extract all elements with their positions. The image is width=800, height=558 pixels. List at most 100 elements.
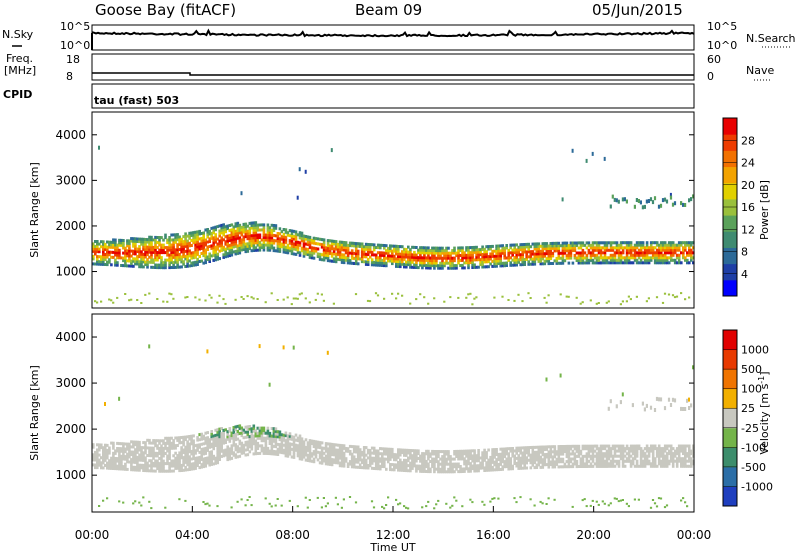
heat-cell xyxy=(461,246,464,249)
power-ylabel: Slant Range [km] xyxy=(28,162,41,258)
heat-cell xyxy=(568,296,570,298)
heat-cell xyxy=(670,196,672,200)
heat-cell xyxy=(481,501,483,503)
heat-cell xyxy=(630,298,632,300)
heat-cell xyxy=(546,302,548,304)
heat-cell xyxy=(650,507,652,509)
heat-cell xyxy=(586,505,588,507)
heat-cell xyxy=(323,241,326,244)
heat-cell xyxy=(202,232,205,235)
heat-cell xyxy=(275,427,278,430)
heat-cell xyxy=(576,460,579,463)
heat-cell xyxy=(279,431,282,434)
nave-tick-bottom: 0 xyxy=(707,70,714,83)
heat-cell xyxy=(554,445,557,448)
colorbar-swatch xyxy=(723,428,737,448)
heat-cell xyxy=(164,234,167,237)
heat-cell xyxy=(231,457,234,460)
ytick-label: 4000 xyxy=(55,330,86,344)
heat-cell xyxy=(485,451,488,454)
velocity-ylabel: Slant Range [km] xyxy=(28,365,41,461)
heat-cell xyxy=(214,233,217,236)
heat-cell xyxy=(401,295,403,297)
heat-cell xyxy=(397,293,399,295)
heat-cell xyxy=(642,205,644,209)
beam-label: Beam 09 xyxy=(355,1,422,19)
heat-cell xyxy=(445,503,447,505)
heat-cell xyxy=(684,447,687,450)
heat-cell xyxy=(515,264,518,267)
heat-cell xyxy=(664,198,666,202)
heat-cell xyxy=(656,296,658,298)
heat-cell xyxy=(259,249,262,252)
heat-cell xyxy=(100,301,102,303)
heat-cell xyxy=(443,301,445,303)
heat-cell xyxy=(305,170,307,174)
colorbar-tick: 12 xyxy=(741,223,755,236)
heat-cell xyxy=(355,293,357,295)
heat-cell xyxy=(620,303,622,305)
power-colorbar-label: Power [dB] xyxy=(758,180,771,240)
heat-cell xyxy=(473,449,476,452)
heat-cell xyxy=(148,344,150,348)
heat-cell xyxy=(688,297,690,299)
heat-cell xyxy=(259,344,261,348)
heat-cell xyxy=(652,499,654,501)
colorbar-swatch xyxy=(723,280,737,297)
heat-cell xyxy=(293,298,295,300)
heat-cell xyxy=(218,295,220,297)
colorbar-tick: -1000 xyxy=(741,480,773,493)
heat-cell xyxy=(622,499,624,501)
heat-cell xyxy=(598,504,600,506)
heat-cell xyxy=(612,195,614,199)
heat-cell xyxy=(208,240,211,243)
heat-cell xyxy=(363,451,366,454)
colorbar-swatch xyxy=(723,150,737,167)
heat-cell xyxy=(473,298,475,300)
heat-cell xyxy=(664,406,666,410)
heat-cell xyxy=(108,447,111,450)
heat-cell xyxy=(305,497,307,499)
freq-unit-label: [MHz] xyxy=(4,64,36,77)
colorbar-swatch xyxy=(723,389,737,409)
heat-cell xyxy=(650,197,652,201)
heat-cell xyxy=(327,502,329,504)
heat-cell xyxy=(427,450,430,453)
heat-cell xyxy=(275,440,278,443)
heat-cell xyxy=(530,498,532,500)
freq-tick-bottom: 8 xyxy=(66,70,73,83)
heat-cell xyxy=(357,255,360,258)
heat-cell xyxy=(357,250,360,253)
heat-cell xyxy=(222,432,225,435)
colorbar-tick: 1000 xyxy=(741,344,769,357)
heat-cell xyxy=(289,432,292,435)
heat-cell xyxy=(237,501,239,503)
heat-cell xyxy=(301,292,303,294)
heat-cell xyxy=(204,503,206,505)
colorbar-tick: 24 xyxy=(741,157,755,170)
heat-cell xyxy=(461,505,463,507)
heat-cell xyxy=(301,437,304,440)
heat-cell xyxy=(325,505,327,507)
heat-cell xyxy=(172,298,174,300)
heat-cell xyxy=(301,232,304,235)
ytick-label: 2000 xyxy=(55,219,86,233)
heat-cell xyxy=(485,250,488,253)
heat-cell xyxy=(622,300,624,302)
heat-cell xyxy=(672,462,675,465)
heat-cell xyxy=(391,448,394,451)
heat-cell xyxy=(477,449,480,452)
heat-cell xyxy=(560,293,562,295)
heat-cell xyxy=(684,203,686,207)
heat-cell xyxy=(271,505,273,507)
heat-cell xyxy=(562,458,565,461)
heat-cell xyxy=(349,496,351,498)
ytick-label: 4000 xyxy=(55,128,86,142)
heat-cell xyxy=(235,299,237,301)
heat-cell xyxy=(251,504,253,506)
heat-cell xyxy=(463,266,466,269)
heat-cell xyxy=(128,299,130,301)
heat-cell xyxy=(210,450,213,453)
heat-cell xyxy=(562,197,564,201)
